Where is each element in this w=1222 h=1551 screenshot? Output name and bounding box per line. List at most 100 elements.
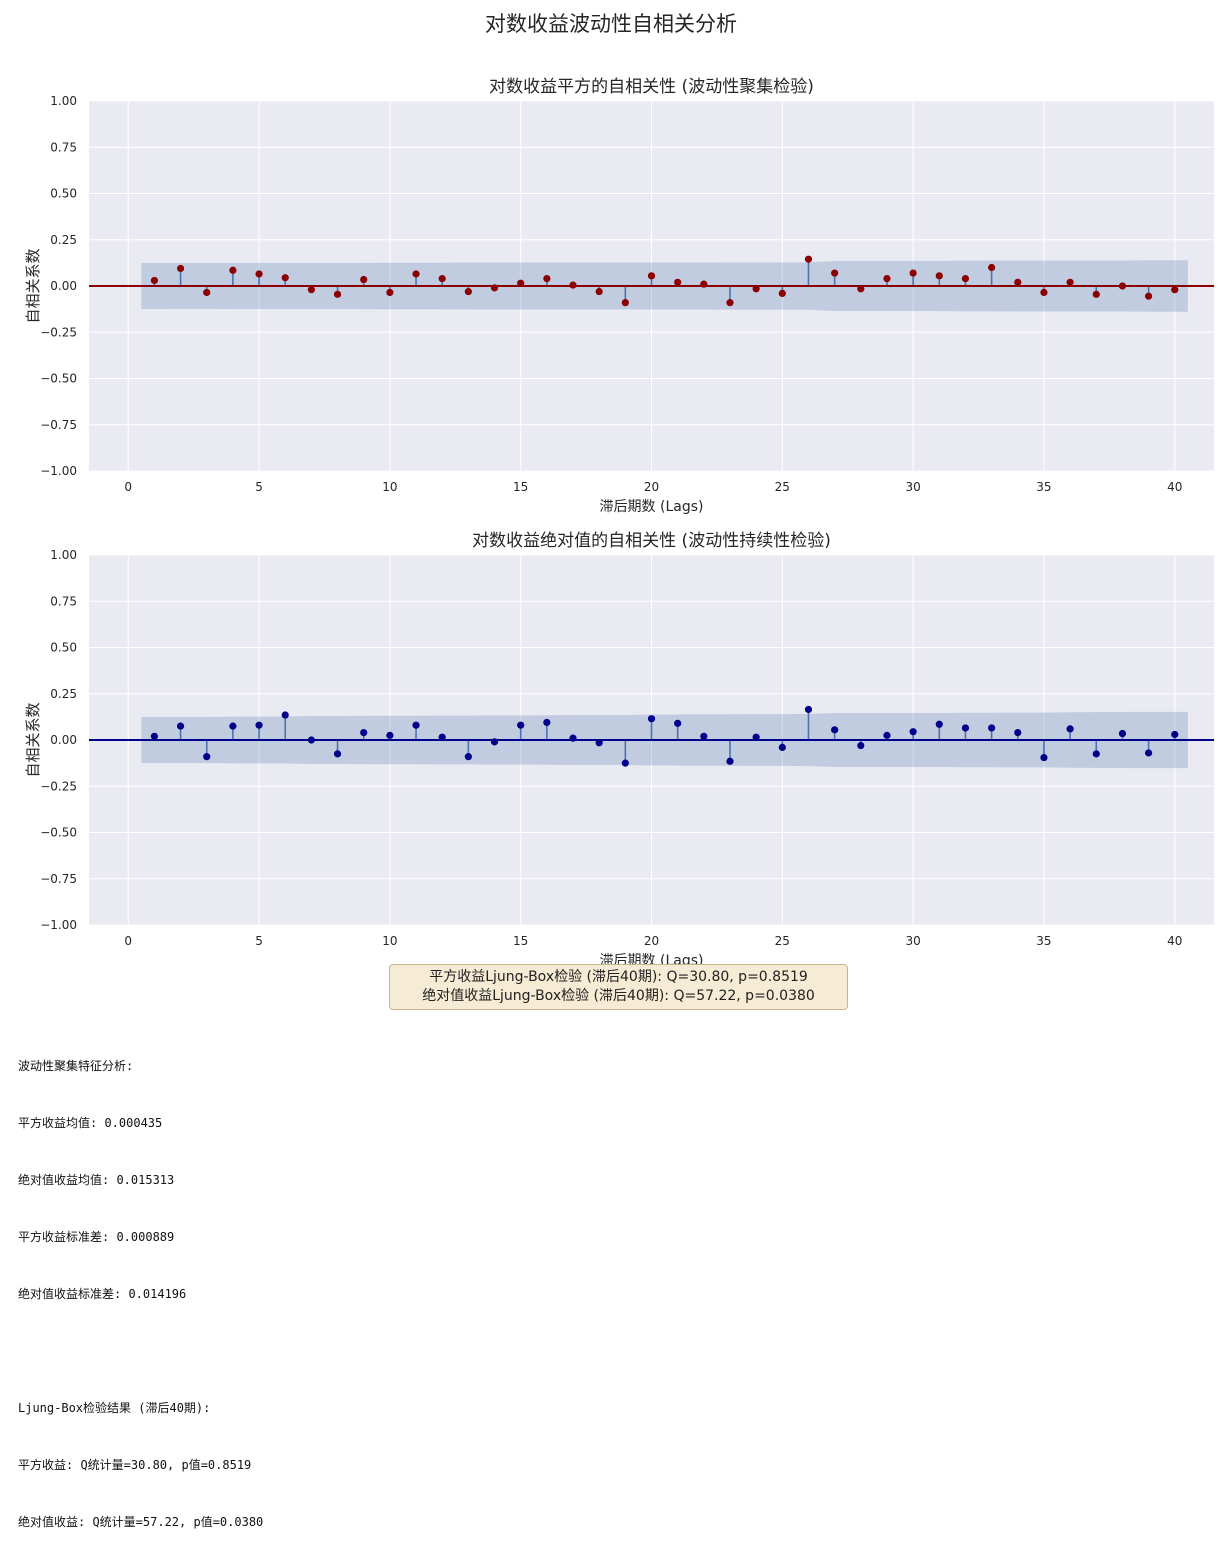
acf-point bbox=[150, 276, 159, 285]
console-line: 平方收益: Q统计量=30.80, p值=0.8519 bbox=[18, 1458, 252, 1472]
panel-title: 对数收益平方的自相关性 (波动性聚集检验) bbox=[489, 77, 814, 97]
acf-point bbox=[386, 288, 394, 297]
acf-point bbox=[517, 721, 525, 729]
y-tick-label: −0.75 bbox=[40, 872, 77, 886]
acf-point bbox=[569, 281, 577, 289]
acf-point bbox=[831, 726, 839, 734]
acf-point bbox=[464, 753, 472, 761]
acf-point bbox=[674, 278, 682, 286]
x-tick-label: 10 bbox=[382, 480, 397, 494]
acf-point bbox=[229, 266, 237, 274]
acf-point bbox=[543, 275, 551, 283]
acf-point bbox=[150, 732, 159, 740]
y-tick-label: 0.75 bbox=[50, 140, 77, 154]
x-tick-label: 35 bbox=[1036, 480, 1051, 494]
x-tick-label: 0 bbox=[124, 934, 132, 948]
acf-point bbox=[176, 722, 185, 730]
acf-point bbox=[909, 728, 917, 736]
acf-point bbox=[804, 255, 813, 263]
acf-point bbox=[464, 287, 472, 296]
x-tick-label: 5 bbox=[255, 480, 263, 494]
acf-point bbox=[778, 289, 786, 297]
acf-point bbox=[1171, 286, 1179, 294]
acf-point bbox=[883, 275, 891, 283]
x-tick-label: 5 bbox=[255, 934, 263, 948]
acf-point bbox=[229, 722, 237, 730]
acf-point bbox=[883, 731, 891, 739]
x-tick-label: 0 bbox=[124, 480, 132, 494]
x-tick-label: 10 bbox=[382, 934, 397, 948]
x-tick-label: 30 bbox=[905, 480, 920, 494]
acf-point bbox=[674, 719, 682, 727]
acf-point bbox=[700, 280, 708, 288]
acf-point bbox=[700, 732, 708, 740]
acf-point bbox=[1040, 753, 1048, 762]
acf-point bbox=[490, 738, 499, 746]
acf-point bbox=[307, 286, 315, 294]
y-tick-label: −0.75 bbox=[40, 418, 77, 432]
acf-point bbox=[831, 269, 839, 277]
acf-point bbox=[1092, 750, 1100, 758]
x-tick-label: 25 bbox=[775, 934, 790, 948]
y-tick-label: 1.00 bbox=[50, 94, 77, 108]
acf-point bbox=[412, 270, 420, 278]
acf-point bbox=[412, 721, 420, 729]
acf-point bbox=[1066, 725, 1074, 733]
acf-point bbox=[333, 750, 342, 758]
console-line: 平方收益标准差: 0.000889 bbox=[18, 1230, 175, 1244]
acf-point bbox=[1092, 290, 1100, 298]
acf-point bbox=[1144, 749, 1153, 757]
stats-line-squared: 平方收益Ljung-Box检验 (滞后40期): Q=30.80, p=0.85… bbox=[429, 969, 808, 985]
acf-point bbox=[595, 739, 603, 747]
panel-title: 对数收益绝对值的自相关性 (波动性持续性检验) bbox=[472, 531, 831, 551]
console-line: 平方收益均值: 0.000435 bbox=[18, 1116, 163, 1130]
acf-point bbox=[1118, 729, 1127, 738]
y-tick-label: 0.25 bbox=[50, 687, 77, 701]
acf-point bbox=[203, 753, 211, 761]
x-tick-label: 40 bbox=[1167, 480, 1182, 494]
console-line: 绝对值收益均值: 0.015313 bbox=[18, 1173, 175, 1187]
acf-point bbox=[543, 718, 551, 727]
acf-point bbox=[1144, 292, 1153, 300]
acf-point bbox=[1066, 278, 1074, 286]
y-axis-label: 自相关系数 bbox=[24, 702, 42, 777]
y-tick-label: −0.50 bbox=[40, 372, 77, 386]
y-axis-label: 自相关系数 bbox=[24, 248, 42, 323]
acf-point bbox=[804, 705, 813, 714]
console-line: Ljung-Box检验结果 (滞后40期): bbox=[18, 1401, 211, 1415]
acf-point bbox=[1118, 282, 1127, 290]
acf-point bbox=[595, 287, 603, 296]
acf-point bbox=[935, 272, 943, 280]
x-tick-label: 40 bbox=[1167, 934, 1182, 948]
acf-point bbox=[726, 757, 734, 765]
x-tick-label: 35 bbox=[1036, 934, 1051, 948]
acf-point bbox=[909, 269, 917, 277]
acf-point bbox=[569, 734, 577, 742]
y-tick-label: −0.25 bbox=[40, 779, 77, 793]
ljung-box-stats-box: 平方收益Ljung-Box检验 (滞后40期): Q=30.80, p=0.85… bbox=[389, 964, 848, 1010]
acf-panel-1: 1.00 0.75 0.50 0.25 0.00 −0.25 −0.50 −0.75 −1.00… bbox=[24, 77, 1214, 515]
y-tick-label: 0.00 bbox=[50, 733, 77, 747]
y-tick-label: 0.25 bbox=[50, 233, 77, 247]
acf-point bbox=[935, 720, 943, 728]
y-tick-label: 0.50 bbox=[50, 187, 77, 201]
x-tick-label: 30 bbox=[905, 934, 920, 948]
acf-point bbox=[1014, 729, 1022, 737]
x-axis-label: 滞后期数 (Lags) bbox=[600, 499, 704, 515]
x-tick-label: 20 bbox=[644, 480, 659, 494]
console-line: 绝对值收益: Q统计量=57.22, p值=0.0380 bbox=[18, 1515, 264, 1529]
acf-point bbox=[281, 711, 289, 719]
acf-point bbox=[333, 290, 342, 298]
acf-point bbox=[1014, 278, 1022, 286]
acf-point bbox=[386, 731, 394, 739]
y-tick-label: −1.00 bbox=[40, 918, 77, 932]
acf-point bbox=[752, 285, 760, 293]
console-line: 波动性聚集特征分析: bbox=[18, 1059, 134, 1073]
acf-point bbox=[621, 759, 629, 767]
y-tick-label: 0.75 bbox=[50, 594, 77, 608]
console-line bbox=[18, 1342, 618, 1361]
acf-point bbox=[621, 299, 629, 307]
acf-point bbox=[203, 288, 211, 297]
acf-point bbox=[961, 275, 970, 283]
x-tick-label: 15 bbox=[513, 934, 528, 948]
